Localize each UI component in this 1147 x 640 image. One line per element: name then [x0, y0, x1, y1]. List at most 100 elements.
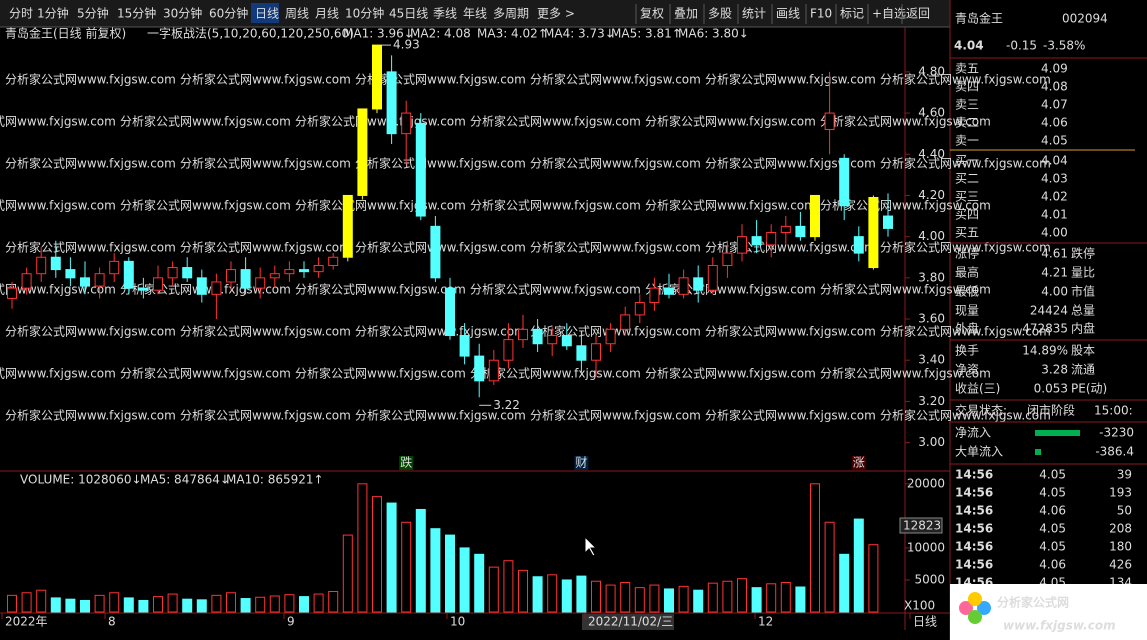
candle-body	[824, 112, 835, 131]
watermark: 分析家公式网www.fxjgsw.com	[120, 114, 291, 129]
logo-petal	[977, 601, 991, 615]
volume-bar	[138, 599, 149, 613]
candle-body	[591, 343, 601, 361]
watermark: 分析家公式网www.fxjgsw.com	[0, 198, 116, 213]
candle-body	[532, 328, 543, 345]
high-note: 4.93	[393, 38, 420, 52]
candle-body	[415, 122, 426, 217]
stat-label: 净资	[955, 363, 979, 377]
watermark: 分析家公式网www.fxjgsw.com	[880, 408, 1051, 423]
toolbar-tab[interactable]: 季线	[433, 7, 457, 21]
volume-ma5: MA5: 847864↓	[140, 473, 230, 487]
toolbar-tool[interactable]: 统计	[742, 7, 766, 21]
candle-body	[167, 267, 178, 279]
cursor-value: 12823	[903, 519, 941, 533]
volume-bar	[605, 584, 616, 613]
tick-volume: 39	[1117, 468, 1132, 482]
toolbar-tool[interactable]: 叠加	[674, 7, 698, 21]
toolbar-tool[interactable]: 标记	[840, 7, 864, 21]
volume-bar	[445, 534, 455, 613]
toolbar-tab[interactable]: 分时	[9, 7, 33, 21]
book-label: 卖三	[955, 98, 979, 112]
watermark: 分析家公式网www.fxjgsw.com	[295, 366, 466, 381]
tick-time: 14:56	[955, 558, 993, 572]
toolbar-tool[interactable]: 返回	[906, 7, 930, 21]
toolbar-tool[interactable]: 多股	[708, 7, 732, 21]
candle-body	[313, 264, 324, 273]
y-tick-label: 3.00	[918, 435, 945, 449]
watermark: 分析家公式网www.fxjgsw.com	[0, 114, 116, 129]
candle-body	[649, 287, 660, 304]
watermark: 分析家公式网www.fxjgsw.com	[120, 366, 291, 381]
candle-body	[547, 335, 558, 345]
stat-label: PE(动)	[1071, 382, 1107, 396]
candle-body	[109, 260, 120, 275]
tick-volume: 50	[1117, 504, 1132, 518]
candle-body	[678, 277, 689, 295]
candle-body	[868, 197, 879, 269]
toolbar-tab[interactable]: 60分钟	[209, 6, 248, 21]
watermark: 分析家公式网www.fxjgsw.com	[180, 408, 351, 423]
watermark: 分析家公式网www.fxjgsw.com	[820, 282, 991, 297]
toolbar-tool[interactable]: 画线	[776, 7, 800, 21]
candle-body	[211, 281, 222, 295]
toolbar-tab[interactable]: 更多 >	[537, 7, 575, 21]
y-tick-label: 10000	[907, 540, 945, 554]
candle-body	[693, 277, 704, 291]
volume-bar	[65, 598, 76, 613]
event-marker[interactable]: 财	[575, 456, 587, 470]
candle-body	[255, 277, 266, 289]
toolbar-tab[interactable]: 45日线	[389, 7, 428, 21]
book-price: 4.07	[1041, 98, 1068, 112]
book-label: 卖一	[955, 134, 979, 148]
toolbar-tab[interactable]: 15分钟	[117, 6, 156, 21]
logo-petal	[959, 601, 973, 615]
y-tick-label: 20000	[907, 476, 945, 490]
ma-label: MA6: 3.80↓	[678, 27, 749, 41]
toolbar-tab[interactable]: 5分钟	[77, 6, 109, 21]
event-marker[interactable]: 跌	[400, 455, 412, 470]
logo-petal	[968, 610, 982, 624]
event-marker[interactable]: 涨	[853, 455, 865, 470]
candle-body	[664, 287, 674, 295]
volume-bar	[737, 578, 747, 613]
stat-value: 472835	[1022, 322, 1068, 336]
event-box	[399, 456, 414, 470]
candle-body	[7, 287, 17, 299]
candle-body	[634, 302, 645, 316]
candle-body	[226, 269, 236, 283]
watermark: 分析家公式网www.fxjgsw.com	[5, 72, 176, 87]
toolbar-tool[interactable]: F10	[810, 7, 832, 21]
toolbar-tab[interactable]: 多周期	[493, 7, 529, 21]
y-tick-label: 4.20	[918, 188, 945, 202]
toolbar-tool[interactable]: 复权	[640, 7, 664, 21]
volume-bar	[532, 576, 543, 613]
stat-value: 14.89%	[1022, 344, 1068, 358]
volume-bar	[123, 597, 134, 613]
toolbar-tool[interactable]: +自选	[872, 7, 906, 21]
candle-body	[853, 236, 864, 254]
volume-bar	[153, 596, 163, 613]
toolbar-tab[interactable]: 周线	[285, 7, 309, 21]
toolbar-tab[interactable]: 30分钟	[163, 6, 202, 21]
toolbar-tab[interactable]: 年线	[463, 7, 487, 21]
stat-label: 涨停	[955, 246, 979, 261]
toolbar-tab[interactable]: 日线	[255, 7, 279, 21]
volume-bar	[109, 592, 120, 613]
stat-value: 24424	[1030, 304, 1068, 318]
book-price: 4.04	[1041, 154, 1068, 168]
toolbar-tab[interactable]: 月线	[315, 7, 339, 21]
volume-bar	[547, 574, 558, 613]
stat-label: 股本	[1071, 344, 1095, 358]
toolbar-tab[interactable]: 1分钟	[37, 6, 69, 21]
candle-body	[284, 269, 295, 275]
stat-value: 0.053	[1034, 382, 1068, 396]
stat-value: 3.28	[1041, 363, 1068, 377]
volume-bar	[94, 594, 105, 613]
volume-bar	[415, 508, 426, 613]
candle-body	[737, 236, 747, 254]
status-value: 闭市阶段	[1027, 403, 1075, 418]
volume-bar	[503, 560, 514, 613]
toolbar-tab[interactable]: 10分钟	[345, 6, 384, 21]
volume-bar	[255, 596, 266, 613]
